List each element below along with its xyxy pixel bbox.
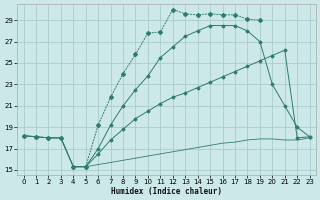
X-axis label: Humidex (Indice chaleur): Humidex (Indice chaleur) — [111, 187, 222, 196]
